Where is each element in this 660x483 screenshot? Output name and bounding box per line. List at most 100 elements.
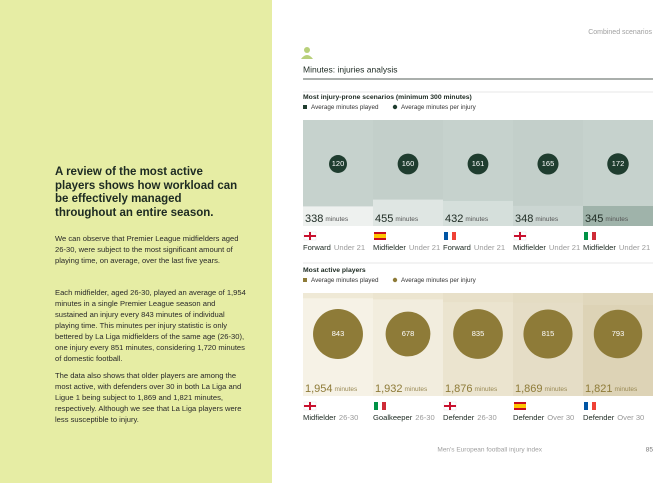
flag bbox=[444, 232, 456, 240]
flag-part bbox=[514, 404, 526, 408]
flag-part bbox=[304, 235, 316, 237]
flag bbox=[584, 232, 596, 240]
flag-part bbox=[304, 405, 316, 407]
bar bbox=[513, 205, 583, 226]
flag bbox=[303, 231, 317, 241]
group: Under 21 bbox=[409, 243, 440, 252]
played-value: 345 minutes bbox=[585, 213, 629, 225]
position: Forward bbox=[443, 243, 471, 252]
played-number: 455 bbox=[375, 213, 393, 225]
flag-part bbox=[592, 232, 596, 240]
group: 26-30 bbox=[339, 413, 358, 422]
circle-value: 120 bbox=[332, 159, 345, 168]
heading: Minutes: injuries analysis bbox=[303, 64, 397, 74]
played-value: 1,932 minutes bbox=[375, 383, 428, 395]
position: Defender bbox=[583, 413, 615, 422]
legend-label: Average minutes per injury bbox=[401, 104, 477, 111]
bar bbox=[443, 200, 513, 226]
position: Midfielder bbox=[583, 243, 616, 252]
flag-part bbox=[378, 402, 382, 410]
flag bbox=[584, 402, 596, 410]
player-label: Midfielder Under 21 bbox=[583, 243, 650, 252]
unit: minutes bbox=[475, 386, 499, 393]
flag-part bbox=[452, 232, 456, 240]
player-label: Defender Over 30 bbox=[583, 413, 644, 422]
injury-circle bbox=[453, 309, 503, 359]
paragraph: We can observe that Premier League midfi… bbox=[55, 234, 239, 265]
circle-value: 172 bbox=[612, 159, 625, 168]
group: Under 21 bbox=[619, 243, 650, 252]
group: Over 30 bbox=[547, 413, 574, 422]
bar bbox=[303, 206, 373, 226]
unit: minutes bbox=[465, 216, 489, 223]
played-number: 345 bbox=[585, 213, 603, 225]
played-number: 432 bbox=[445, 213, 463, 225]
bar bbox=[583, 205, 653, 226]
played-number: 1,932 bbox=[375, 383, 403, 395]
played-value: 1,876 minutes bbox=[445, 383, 498, 395]
legend-label: Average minutes per injury bbox=[401, 277, 477, 284]
circle-value: 835 bbox=[472, 329, 485, 338]
chart-title: Most injury-prone scenarios (minimum 300… bbox=[303, 94, 472, 101]
flag-part bbox=[588, 402, 592, 410]
group: 26-30 bbox=[477, 413, 496, 422]
player-label: Goalkeeper 26-30 bbox=[373, 413, 435, 422]
position: Goalkeeper bbox=[373, 413, 413, 422]
played-number: 1,821 bbox=[585, 383, 613, 395]
unit: minutes bbox=[395, 216, 419, 223]
section-label: Combined scenarios bbox=[588, 29, 652, 36]
injury-circle bbox=[313, 309, 363, 359]
legend-swatch bbox=[392, 104, 398, 110]
circle-value: 160 bbox=[402, 159, 415, 168]
unit: minutes bbox=[545, 386, 569, 393]
injury-circle bbox=[467, 153, 489, 175]
injury-circle bbox=[329, 155, 347, 173]
chart-title: Most active players bbox=[303, 267, 366, 274]
group: Under 21 bbox=[334, 243, 365, 252]
injury-circle bbox=[523, 309, 573, 359]
circle-value: 815 bbox=[542, 329, 555, 338]
unit: minutes bbox=[605, 216, 629, 223]
player-label: Midfielder 26-30 bbox=[303, 413, 358, 422]
circle-value: 165 bbox=[542, 159, 555, 168]
icon bbox=[301, 47, 313, 59]
flag-part bbox=[584, 402, 588, 410]
group: 26-30 bbox=[415, 413, 434, 422]
legend-swatch bbox=[392, 277, 398, 283]
right-panel: Combined scenarios Minutes: injuries ana… bbox=[301, 29, 653, 454]
injury-circle bbox=[397, 153, 419, 175]
position: Defender bbox=[513, 413, 545, 422]
played-value: 1,869 minutes bbox=[515, 383, 568, 395]
group: Over 30 bbox=[617, 413, 644, 422]
player-label: Defender Over 30 bbox=[513, 413, 574, 422]
circle-value: 161 bbox=[472, 159, 485, 168]
unit: minutes bbox=[535, 216, 559, 223]
unit: minutes bbox=[325, 216, 349, 223]
played-value: 1,954 minutes bbox=[305, 383, 358, 395]
flag-part bbox=[444, 232, 448, 240]
played-value: 338 minutes bbox=[305, 213, 349, 225]
position: Forward bbox=[303, 243, 331, 252]
group: Under 21 bbox=[549, 243, 580, 252]
circle-value: 793 bbox=[612, 329, 625, 338]
legend-label: Average minutes played bbox=[311, 104, 379, 111]
injury-circle bbox=[385, 311, 431, 357]
paragraph: Each midfielder, aged 26-30, played an a… bbox=[55, 288, 246, 363]
played-number: 1,869 bbox=[515, 383, 543, 395]
legend-label: Average minutes played bbox=[311, 277, 379, 284]
player-label: Forward Under 21 bbox=[443, 243, 505, 252]
flag bbox=[374, 402, 386, 410]
unit: minutes bbox=[335, 386, 359, 393]
flag bbox=[374, 232, 386, 240]
paragraph: The data also shows that older players a… bbox=[55, 371, 242, 424]
summary-title: A review of the most active players show… bbox=[55, 166, 238, 219]
unit: minutes bbox=[615, 386, 639, 393]
player-label: Midfielder Under 21 bbox=[513, 243, 580, 252]
played-number: 1,954 bbox=[305, 383, 333, 395]
flag-part bbox=[588, 232, 592, 240]
injury-circle bbox=[607, 153, 629, 175]
played-value: 1,821 minutes bbox=[585, 383, 638, 395]
left-panel: A review of the most active players show… bbox=[0, 0, 272, 483]
flag-part bbox=[514, 235, 526, 237]
flag bbox=[514, 402, 526, 410]
